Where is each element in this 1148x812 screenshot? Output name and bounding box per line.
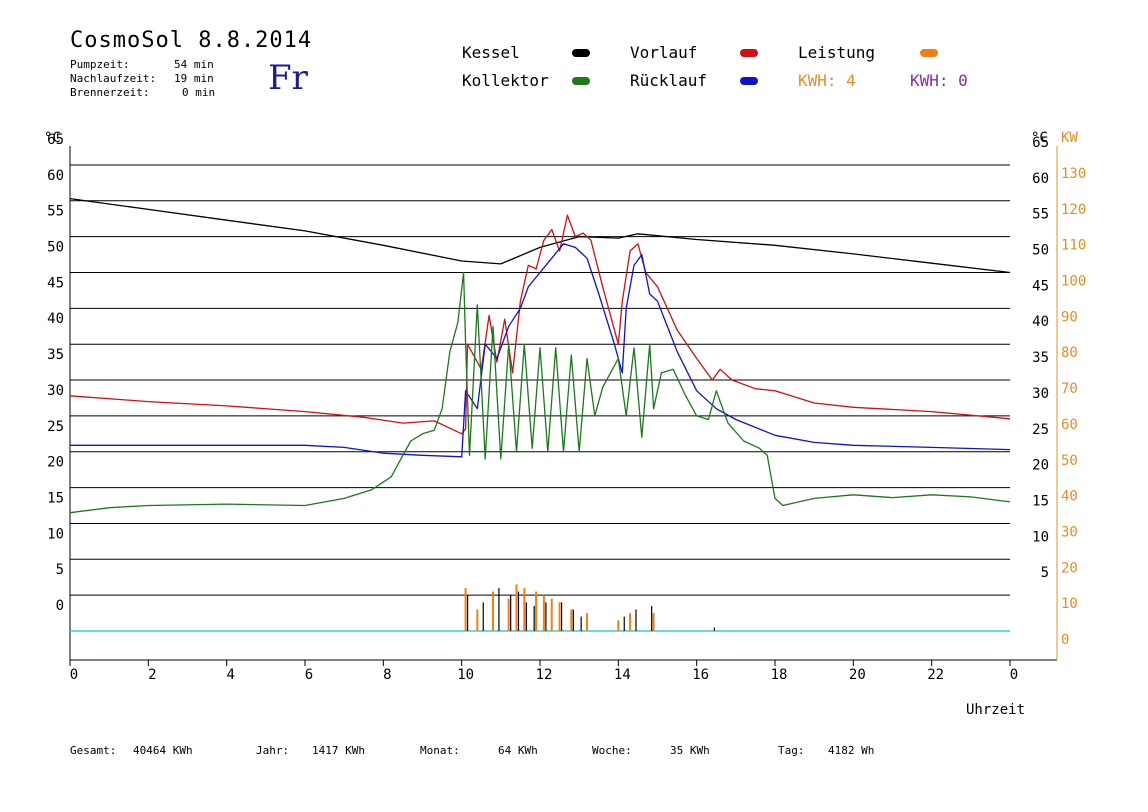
y-right-tick-label-25: 25 — [1032, 422, 1049, 438]
y-left-tick-label-0: 0 — [56, 598, 64, 614]
footer-gesamt-value: 40464 KWh — [133, 744, 193, 757]
stat-brennerzeit-label: Brennerzeit: — [70, 86, 150, 99]
tick-labels: 0 2 4 6 8 10 12 14 16 18 20 22 005101520253035404550… — [44, 130, 1086, 718]
y-right-tick-label-50: 50 — [1032, 243, 1049, 259]
x-tick-label-0: 0 — [70, 667, 78, 683]
y-right-tick-label-15: 15 — [1032, 493, 1049, 509]
x-tick-label-9: 18 — [771, 667, 788, 683]
x-tick-label-5: 10 — [457, 667, 474, 683]
y-kw-tick-label-130: 130 — [1061, 166, 1086, 182]
y-right-tick-label-55: 55 — [1032, 207, 1049, 223]
y-left-unit-label: °C — [44, 130, 61, 146]
stat-nachlaufzeit-label: Nachlaufzeit: — [70, 72, 157, 85]
y-kw-tick-label-80: 80 — [1061, 345, 1078, 361]
x-tick-label-12: 0 — [1010, 667, 1018, 683]
y-left-tick-label-5: 5 — [56, 562, 64, 578]
chart-title: CosmoSol 8.8.2014 — [70, 28, 313, 53]
y-kw-tick-label-100: 100 — [1061, 274, 1086, 290]
legend-kessel-label: Kessel — [462, 43, 520, 62]
stat-pumpzeit-value: 54 min — [174, 58, 214, 71]
footer-woche-label: Woche: — [592, 744, 632, 757]
y-kw-tick-label-110: 110 — [1061, 238, 1086, 254]
y-kw-tick-label-30: 30 — [1061, 524, 1078, 540]
y-right-tick-label-35: 35 — [1032, 350, 1049, 366]
stat-brennerzeit-value: 0 min — [182, 86, 216, 99]
series-line-3 — [69, 271, 1011, 514]
y-left-tick-label-20: 20 — [47, 455, 64, 471]
y-left-tick-label-55: 55 — [47, 204, 64, 220]
legend-ruecklauf-swatch — [740, 77, 758, 85]
y-right-tick-label-20: 20 — [1032, 458, 1049, 474]
legend-kessel-swatch — [572, 49, 590, 57]
legend-kwh-1: KWH: 4 — [798, 71, 856, 90]
y-left-tick-label-30: 30 — [47, 383, 64, 399]
y-left-tick-label-45: 45 — [47, 275, 64, 291]
y-left-tick-label-60: 60 — [47, 168, 64, 184]
series-line-1 — [69, 214, 1011, 435]
y-kw-unit-label: KW — [1061, 130, 1078, 146]
grid-lines — [70, 164, 1010, 596]
x-axis-label: Uhrzeit — [966, 702, 1025, 718]
y-right-tick-label-10: 10 — [1032, 529, 1049, 545]
legend-kwh-2: KWH: 0 — [910, 71, 968, 90]
series-line-2 — [70, 243, 1011, 458]
y-right-tick-label-5: 5 — [1041, 565, 1049, 581]
footer-monat-value: 64 KWh — [498, 744, 538, 757]
legend-kollektor-label: Kollektor — [462, 71, 549, 90]
y-right-tick-label-45: 45 — [1032, 278, 1049, 294]
y-left-tick-label-15: 15 — [47, 490, 64, 506]
axes — [69, 146, 1058, 666]
x-tick-label-6: 12 — [536, 667, 553, 683]
y-left-tick-label-50: 50 — [47, 240, 64, 256]
x-tick-label-1: 2 — [148, 667, 156, 683]
x-tick-label-8: 16 — [692, 667, 709, 683]
y-kw-tick-label-70: 70 — [1061, 381, 1078, 397]
leistung-bars — [464, 584, 715, 631]
x-tick-label-10: 20 — [849, 667, 866, 683]
footer-tag-value: 4182 Wh — [828, 744, 875, 757]
x-tick-label-11: 22 — [927, 667, 944, 683]
y-kw-tick-label-90: 90 — [1061, 309, 1078, 325]
footer-woche-value: 35 KWh — [670, 744, 710, 757]
stat-pumpzeit-label: Pumpzeit: — [70, 58, 130, 71]
footer-jahr-value: 1417 KWh — [312, 744, 365, 757]
weekday-label: Fr — [268, 58, 308, 98]
footer-jahr-label: Jahr: — [256, 744, 290, 757]
legend-leistung-swatch — [920, 49, 938, 57]
y-right-tick-label-30: 30 — [1032, 386, 1049, 402]
y-right-tick-label-40: 40 — [1032, 314, 1049, 330]
y-left-tick-label-25: 25 — [47, 419, 64, 435]
y-kw-tick-label-60: 60 — [1061, 417, 1078, 433]
legend-kollektor-swatch — [572, 77, 590, 85]
y-kw-tick-label-120: 120 — [1061, 202, 1086, 218]
x-tick-label-2: 4 — [226, 667, 234, 683]
legend-leistung-label: Leistung — [798, 43, 876, 62]
y-right-tick-label-65: 65 — [1032, 135, 1049, 151]
y-kw-tick-label-40: 40 — [1061, 489, 1078, 505]
footer-monat-label: Monat: — [420, 744, 460, 757]
y-left-tick-label-10: 10 — [47, 526, 64, 542]
y-right-unit-label: °C — [1031, 130, 1048, 146]
footer-tag-label: Tag: — [778, 744, 805, 757]
y-left-tick-label-65: 65 — [47, 132, 64, 148]
y-right-tick-label-60: 60 — [1032, 171, 1049, 187]
x-tick-label-7: 14 — [614, 667, 631, 683]
legend-vorlauf-swatch — [740, 49, 758, 57]
legend-ruecklauf-label: Rücklauf — [630, 71, 708, 90]
y-kw-tick-label-50: 50 — [1061, 453, 1078, 469]
series-line-0 — [69, 197, 1011, 274]
y-kw-tick-label-0: 0 — [1061, 632, 1069, 648]
y-kw-tick-label-20: 20 — [1061, 560, 1078, 576]
legend-vorlauf-label: Vorlauf — [630, 43, 698, 62]
x-tick-label-4: 8 — [383, 667, 391, 683]
x-tick-label-3: 6 — [305, 667, 313, 683]
y-left-tick-label-35: 35 — [47, 347, 64, 363]
stat-nachlaufzeit-value: 19 min — [174, 72, 214, 85]
y-kw-tick-label-10: 10 — [1061, 596, 1078, 612]
y-left-tick-label-40: 40 — [47, 311, 64, 327]
footer-gesamt-label: Gesamt: — [70, 744, 117, 757]
series-lines — [69, 197, 1011, 632]
